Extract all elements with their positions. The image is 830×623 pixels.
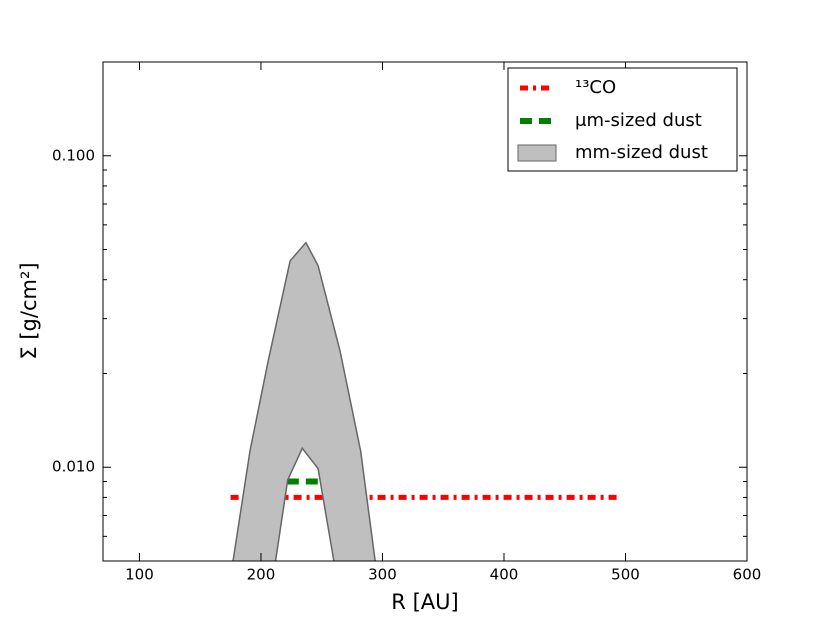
x-tick-label: 400 — [490, 566, 519, 584]
x-tick-label: 100 — [125, 566, 154, 584]
x-tick-label: 200 — [247, 566, 276, 584]
legend-label: μm-sized dust — [575, 110, 702, 131]
y-tick-label: 0.010 — [52, 458, 95, 476]
y-tick-label: 0.100 — [52, 146, 95, 164]
x-tick-label: 500 — [611, 566, 640, 584]
legend-label: ¹³CO — [575, 77, 616, 98]
plot-area — [230, 241, 620, 561]
axes-frame — [102, 61, 748, 562]
x-axis-label: R [AU] — [391, 590, 458, 614]
mm-dust-band — [233, 242, 376, 561]
mm-dust-outer-edge — [232, 241, 376, 561]
legend-swatch — [517, 144, 557, 162]
y-axis-label: Σ [g/cm²] — [17, 262, 41, 359]
mm-dust-inner-edge — [274, 446, 335, 561]
x-tick-label: 300 — [368, 566, 397, 584]
legend-label: mm-sized dust — [575, 142, 708, 163]
x-tick-label: 600 — [733, 566, 762, 584]
